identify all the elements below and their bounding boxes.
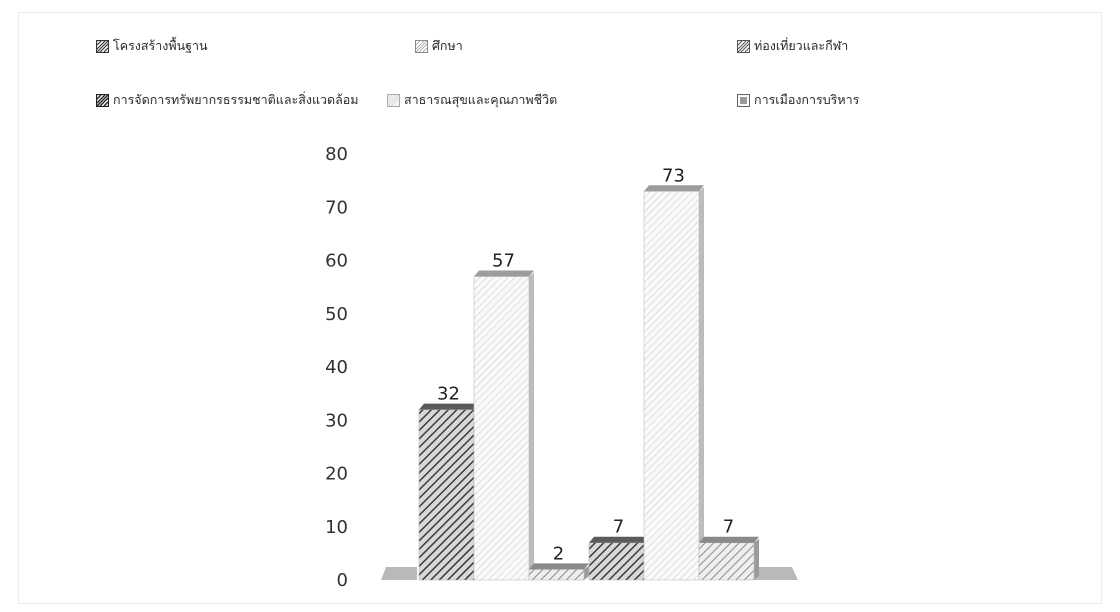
bar [698,542,755,581]
bar-side [584,565,589,580]
bar-top [474,270,534,277]
bar [473,276,530,581]
legend-label-education: ศึกษา [432,38,463,53]
bar-side [529,272,534,580]
y-tick-label: 40 [325,357,348,378]
legend-swatch-environment [96,93,109,107]
data-label: 2 [553,543,564,564]
bar [643,190,700,581]
bar-top [644,185,704,192]
legend-swatch-infrastructure [96,39,109,53]
legend-item-infrastructure: โครงสร้างพื้นฐาน [96,36,208,56]
legend-swatch-public-health [387,93,400,107]
y-tick-label: 10 [325,517,348,538]
legend-item-public-health: สาธารณสุขและคุณภาพชีวิต [387,90,557,110]
bar [418,409,475,581]
bar-side [699,187,704,580]
y-tick-label: 20 [325,464,348,485]
chart-frame [18,12,1102,604]
data-label: 7 [723,517,734,538]
y-tick-label: 70 [325,197,348,218]
bar-side [754,538,759,580]
bar-top [699,536,759,543]
data-label: 73 [662,165,685,186]
bar-top [419,403,479,410]
legend-item-education: ศึกษา [415,36,463,56]
data-labels: 32 57 2 7 73 7 [437,165,734,564]
bar-top [589,536,649,543]
y-tick-label: 50 [325,304,348,325]
legend-label-public-health: สาธารณสุขและคุณภาพชีวิต [404,92,558,107]
legend-item-politics-admin: การเมืองการบริหาร [737,90,859,110]
floor-right [755,567,798,580]
bars-layer [418,185,759,581]
legend-label-environment: การจัดการทรัพยากรธรรมชาติและสิ่งแวดล้อม [113,92,359,107]
data-label: 57 [492,250,515,271]
legend-label-infrastructure: โครงสร้างพื้นฐาน [113,38,208,53]
bar-top [529,563,589,570]
bar [528,569,585,581]
y-axis: 0 10 20 30 40 50 60 70 80 [325,144,348,591]
y-tick-label: 30 [325,410,348,431]
legend-swatch-politics-admin [737,93,750,107]
legend-label-tourism-sports: ท่องเที่ยวและกีฬา [754,38,849,53]
y-tick-label: 60 [325,251,348,272]
legend-item-tourism-sports: ท่องเที่ยวและกีฬา [737,36,848,56]
legend-swatch-education [415,39,428,53]
bar [588,542,645,581]
legend-item-environment: การจัดการทรัพยากรธรรมชาติและสิ่งแวดล้อม [96,90,359,110]
legend-label-politics-admin: การเมืองการบริหาร [754,92,860,107]
y-tick-label: 80 [325,144,348,165]
floor-left [381,567,417,580]
data-label: 7 [613,517,624,538]
legend-swatch-tourism-sports [737,39,750,53]
y-tick-label: 0 [337,570,348,591]
data-label: 32 [437,384,460,405]
